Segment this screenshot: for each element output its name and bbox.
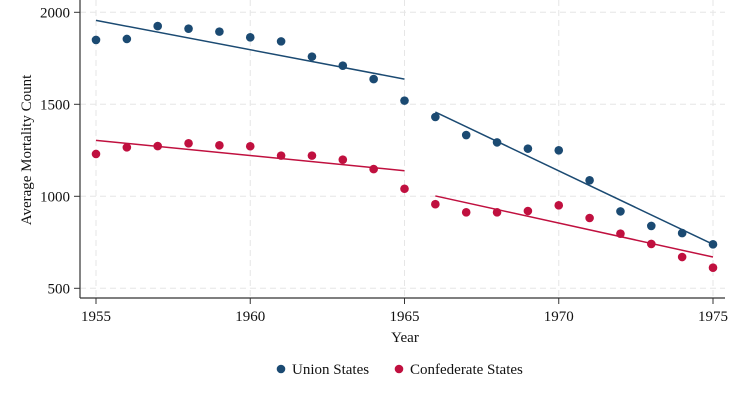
- point-union: [708, 240, 718, 249]
- point-union: [554, 146, 564, 155]
- point-confederate: [245, 141, 255, 151]
- point-union: [91, 35, 101, 45]
- point-union: [523, 144, 533, 153]
- point-union: [369, 74, 378, 84]
- point-confederate: [708, 263, 718, 272]
- point-confederate: [276, 151, 286, 160]
- fit-line-union: [95, 19, 405, 80]
- point-confederate: [184, 139, 193, 148]
- point-union: [338, 61, 348, 70]
- point-union: [153, 21, 162, 31]
- x-tick-label: 1970: [544, 309, 574, 325]
- x-tick-label: 1960: [235, 309, 265, 325]
- point-union: [400, 96, 409, 105]
- point-union: [431, 112, 440, 122]
- point-union: [184, 24, 193, 33]
- point-confederate: [492, 208, 502, 217]
- point-union: [215, 27, 224, 36]
- x-tick-label: 1955: [81, 309, 111, 325]
- point-confederate: [431, 199, 440, 209]
- fit-line-confederate: [435, 195, 714, 258]
- point-union: [492, 138, 502, 147]
- fit-line-union: [435, 111, 714, 246]
- legend: Union States Confederate States: [276, 362, 523, 378]
- point-union: [616, 207, 625, 216]
- legend-marker-confederate: [394, 364, 404, 374]
- fit-line-confederate: [95, 139, 405, 172]
- point-confederate: [400, 184, 409, 194]
- point-union: [122, 34, 132, 44]
- legend-label-union: Union States: [292, 362, 369, 378]
- point-confederate: [369, 164, 378, 174]
- point-confederate: [91, 149, 101, 159]
- point-confederate: [338, 155, 348, 164]
- point-union: [585, 175, 594, 185]
- fit-lines: [95, 19, 714, 258]
- axis-ticks: 500 1000 1500 2000 1955 1960 1965 1970 1975: [40, 5, 728, 325]
- point-confederate: [677, 252, 687, 262]
- point-confederate: [122, 143, 132, 152]
- point-confederate: [585, 213, 594, 223]
- point-union: [461, 130, 471, 140]
- y-tick-label: 1500: [40, 97, 70, 113]
- point-confederate: [523, 206, 533, 216]
- x-tick-label: 1965: [390, 309, 420, 325]
- y-tick-label: 1000: [40, 189, 70, 205]
- point-union: [245, 33, 255, 42]
- x-tick-label: 1975: [698, 309, 728, 325]
- point-union: [307, 52, 317, 61]
- y-axis-title: Average Mortality Count: [19, 74, 35, 225]
- y-tick-label: 2000: [40, 5, 70, 21]
- point-union: [276, 37, 286, 46]
- point-confederate: [647, 239, 656, 249]
- point-confederate: [153, 141, 162, 151]
- legend-marker-union: [276, 364, 286, 374]
- point-confederate: [616, 229, 625, 238]
- point-union: [647, 221, 656, 231]
- point-confederate: [461, 208, 471, 217]
- point-confederate: [307, 151, 317, 160]
- point-union: [677, 228, 687, 238]
- point-confederate: [215, 141, 224, 150]
- point-confederate: [554, 201, 564, 210]
- legend-label-confederate: Confederate States: [410, 362, 523, 378]
- y-tick-label: 500: [48, 281, 71, 297]
- data-points: [91, 21, 718, 272]
- x-axis-title: Year: [391, 330, 419, 346]
